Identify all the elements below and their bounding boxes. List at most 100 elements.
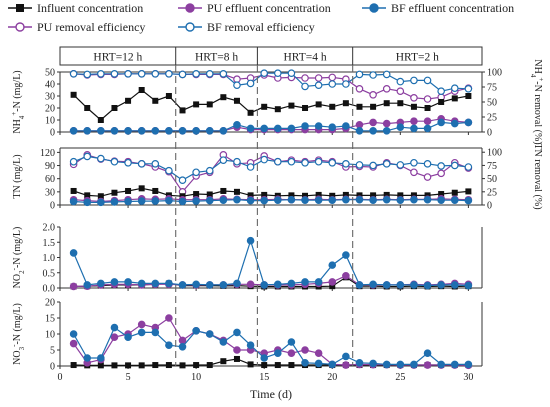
data-point (193, 362, 200, 369)
data-point (328, 158, 337, 167)
x-tick-label: 20 (327, 372, 337, 383)
hrt-label: HRT=2 h (396, 52, 439, 64)
y-tick-label: 0.5 (43, 268, 56, 279)
y-axis-label-part: TN (mg/L) (12, 154, 23, 198)
data-point (410, 94, 418, 102)
data-point (233, 121, 241, 129)
y-axis-label-part: NO (12, 350, 23, 364)
data-point (314, 196, 323, 204)
data-point (369, 91, 377, 99)
data-point (246, 163, 255, 171)
data-point (314, 157, 323, 166)
x-tick-label: 10 (191, 372, 201, 383)
data-point (151, 70, 160, 78)
series-line (73, 89, 469, 121)
data-point (165, 93, 172, 99)
data-point (396, 161, 405, 169)
data-point (382, 281, 391, 289)
data-point (138, 87, 145, 93)
data-point (165, 279, 173, 288)
data-point (219, 127, 228, 135)
data-point (465, 93, 472, 99)
data-point (137, 197, 146, 205)
data-point (410, 158, 418, 167)
series-line (73, 317, 469, 366)
data-point (342, 352, 350, 361)
data-point (70, 362, 77, 369)
y-tick-label: 60 (45, 174, 55, 185)
series-line (73, 238, 469, 287)
data-point (315, 101, 322, 108)
data-point (396, 360, 405, 369)
data-point (288, 102, 295, 109)
data-point (423, 160, 432, 168)
data-point (274, 106, 281, 113)
data-point (314, 122, 323, 130)
data-point (410, 195, 418, 204)
data-point (356, 192, 363, 199)
y-tick-label: 30 (45, 187, 55, 198)
data-point (314, 278, 323, 286)
data-point (138, 362, 145, 369)
data-point (314, 359, 323, 368)
data-point (328, 278, 337, 286)
legend-label: PU removal efficiency (37, 20, 145, 34)
data-point (356, 103, 363, 110)
data-point (301, 122, 309, 130)
data-point (125, 97, 132, 104)
y-axis-label-part: - (10, 267, 18, 270)
data-point (97, 70, 105, 78)
data-point (314, 74, 323, 82)
data-point (450, 196, 459, 204)
y2-tick-label: 0 (487, 201, 492, 212)
series-line (73, 199, 469, 203)
data-point (165, 70, 173, 78)
data-point (151, 127, 160, 135)
data-point (83, 281, 92, 289)
data-point (328, 261, 337, 269)
data-point (111, 105, 118, 111)
data-point (84, 105, 91, 111)
legend: Influent concentration PU effluent concen… (8, 1, 514, 34)
data-point (396, 87, 405, 96)
data-point (97, 127, 105, 135)
data-point (410, 281, 418, 289)
data-point (315, 191, 322, 198)
y2-axis-label-part: 4 (529, 74, 537, 78)
y2-axis-label: NH4+-N removal (%) (529, 59, 545, 144)
data-point (97, 362, 104, 369)
y-tick-label: 10 (45, 116, 55, 127)
data-point (342, 361, 350, 369)
data-point (437, 196, 445, 204)
data-point (396, 196, 405, 204)
data-point (288, 362, 295, 369)
data-point (382, 160, 391, 168)
x-tick-label: 0 (58, 372, 63, 383)
legend-item-4: BF removal efficiency (178, 20, 315, 34)
data-point (69, 282, 78, 291)
y2-axis-label: TN removal (%) (532, 143, 543, 209)
y2-tick-label: 0 (487, 128, 492, 139)
data-point (423, 173, 432, 181)
data-point (464, 118, 473, 127)
data-point (193, 191, 200, 198)
data-point (192, 326, 200, 335)
data-point (70, 91, 77, 98)
data-point (450, 84, 459, 93)
data-point (246, 236, 255, 245)
series-influent-conc (70, 87, 472, 123)
data-point (301, 358, 309, 367)
data-point (410, 192, 417, 199)
legend-item-2: BF effluent concentration (362, 1, 514, 15)
y-axis-label: NO3--N (mg/L) (10, 303, 26, 365)
y-tick-label: 15 (45, 314, 55, 325)
x-tick-label: 30 (463, 372, 473, 383)
data-point (137, 160, 146, 168)
data-point (329, 283, 336, 290)
y2-axis-label-part: TN removal (%) (532, 143, 543, 209)
data-point (205, 166, 214, 175)
legend-item-1: PU effluent concentration (178, 1, 331, 15)
data-point (69, 127, 78, 135)
y-axis-label-part: - (10, 344, 18, 347)
data-point (382, 360, 391, 369)
